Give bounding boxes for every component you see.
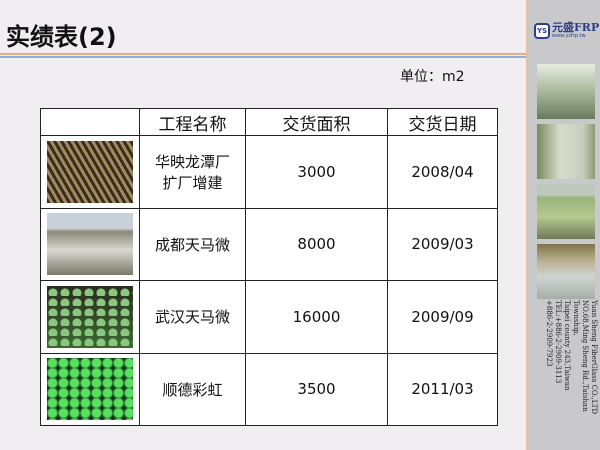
project-photo	[47, 140, 133, 203]
brand-name: 元盛FRP	[552, 21, 600, 34]
project-name: 成都天马微	[139, 207, 246, 281]
project-name: 顺德彩虹	[139, 352, 246, 426]
area-value: 3500	[245, 352, 388, 426]
project-name: 华映龙潭厂	[154, 152, 230, 171]
project-name: 扩厂增建	[162, 173, 223, 192]
header-photo	[40, 108, 140, 136]
logo-icon: YS	[534, 22, 550, 39]
date-value: 2011/03	[387, 352, 498, 426]
table-row: 成都天马微 8000 2009/03	[40, 207, 498, 281]
area-value: 3000	[245, 135, 388, 209]
table-header: 工程名称 交货面积 交货日期	[40, 108, 498, 136]
table-row: 顺德彩虹 3500 2011/03	[40, 352, 498, 426]
performance-table: 工程名称 交货面积 交货日期 华映龙潭厂扩厂增建 3000 2008/04 成都…	[40, 108, 498, 426]
divider	[0, 53, 527, 55]
project-photo	[47, 213, 133, 276]
date-value: 2009/03	[387, 207, 498, 281]
photo-tank	[537, 124, 595, 179]
unit-label: 单位：m2	[400, 69, 465, 85]
project-name: 武汉天马微	[139, 280, 246, 354]
company-address: Yuan Sheng FiberGlass CO.,LTD NO.68,Ming…	[536, 300, 598, 448]
header-date: 交货日期	[387, 108, 498, 136]
address-line: Taipei county 243,Taiwan	[563, 300, 571, 391]
area-value: 8000	[245, 207, 388, 281]
table-row: 华映龙潭厂扩厂增建 3000 2008/04	[40, 135, 498, 209]
project-photo	[47, 285, 133, 348]
date-value: 2008/04	[387, 135, 498, 209]
address-line: TEL:+886-2-2909-3113	[554, 300, 562, 384]
photo-floor	[537, 244, 595, 299]
address-line: NO.68,Ming Sheng Rd.,Taishan Township,	[572, 300, 589, 412]
page-title: 实绩表(2)	[6, 23, 117, 51]
address-line: Yuan Sheng FiberGlass CO.,LTD	[590, 300, 598, 415]
logo: YS 元盛FRP www.ysfrp.tw	[534, 22, 599, 39]
brand-url: www.ysfrp.tw	[552, 33, 586, 39]
photo-ceiling	[537, 64, 595, 119]
header-area: 交货面积	[245, 108, 388, 136]
header-project: 工程名称	[139, 108, 246, 136]
project-photo	[47, 358, 133, 421]
photo-silos	[537, 184, 595, 239]
area-value: 16000	[245, 280, 388, 354]
sidebar: YS 元盛FRP www.ysfrp.tw Yuan Sheng FiberGl…	[526, 0, 600, 450]
address-line: +886-2-2909-7923	[545, 300, 553, 367]
table-row: 武汉天马微 16000 2009/09	[40, 280, 498, 354]
date-value: 2009/09	[387, 280, 498, 354]
divider	[0, 56, 527, 58]
